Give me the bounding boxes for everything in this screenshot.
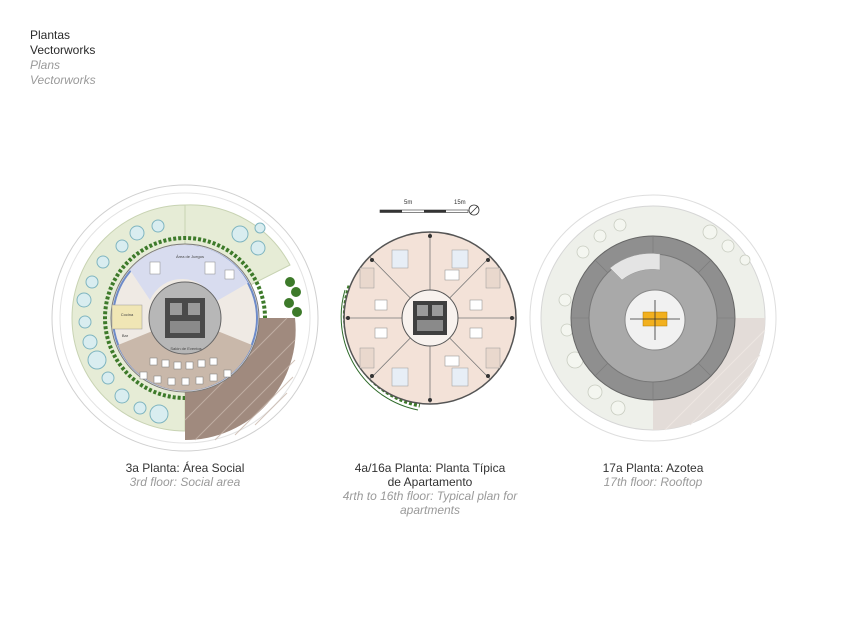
header-software: Vectorworks (30, 43, 96, 57)
caption-rooftop: 17a Planta: Azotea 17th floor: Rooftop (573, 461, 733, 489)
header-title: Plantas (30, 28, 71, 42)
caption-es: 17a Planta: Azotea (602, 461, 704, 475)
scale-bar-graphic (379, 204, 480, 216)
room-label-events: Salón de Eventos (170, 346, 201, 351)
event-hall (118, 330, 252, 391)
plan-social-area: Área de Juegos Salón de Eventos Cocina B… (51, 184, 319, 452)
caption-en: 3rd floor: Social area (129, 475, 241, 489)
caption-es: 3a Planta: Área Social (125, 461, 245, 475)
plan-typical-floor (340, 231, 517, 411)
caption-social-area: 3a Planta: Área Social 3rd floor: Social… (95, 461, 275, 489)
scale-label-15m: 15m (454, 200, 466, 206)
room-label-kitchen: Cocina (121, 312, 134, 317)
header-title-en: Plans (30, 58, 61, 72)
room-label-play: Área de Juegos (176, 254, 204, 259)
caption-en: 17th floor: Rooftop (603, 475, 703, 489)
caption-es-line2: de Apartamento (387, 475, 473, 489)
play-area (130, 245, 248, 302)
scale-bar: 5m 15m (378, 200, 483, 220)
caption-en-line2: apartments (399, 503, 461, 517)
plan-rooftop (529, 194, 777, 442)
caption-typical-floor: 4a/16a Planta: Planta Típica de Apartame… (325, 461, 535, 517)
caption-es-line1: 4a/16a Planta: Planta Típica (354, 461, 506, 475)
room-label-bar: Bar (122, 333, 129, 338)
header: Plantas Vectorworks Plans Vectorworks (30, 28, 96, 88)
scale-label-5m: 5m (404, 200, 413, 206)
header-software-en: Vectorworks (30, 73, 96, 87)
caption-en-line1: 4rth to 16th floor: Typical plan for (342, 489, 518, 503)
